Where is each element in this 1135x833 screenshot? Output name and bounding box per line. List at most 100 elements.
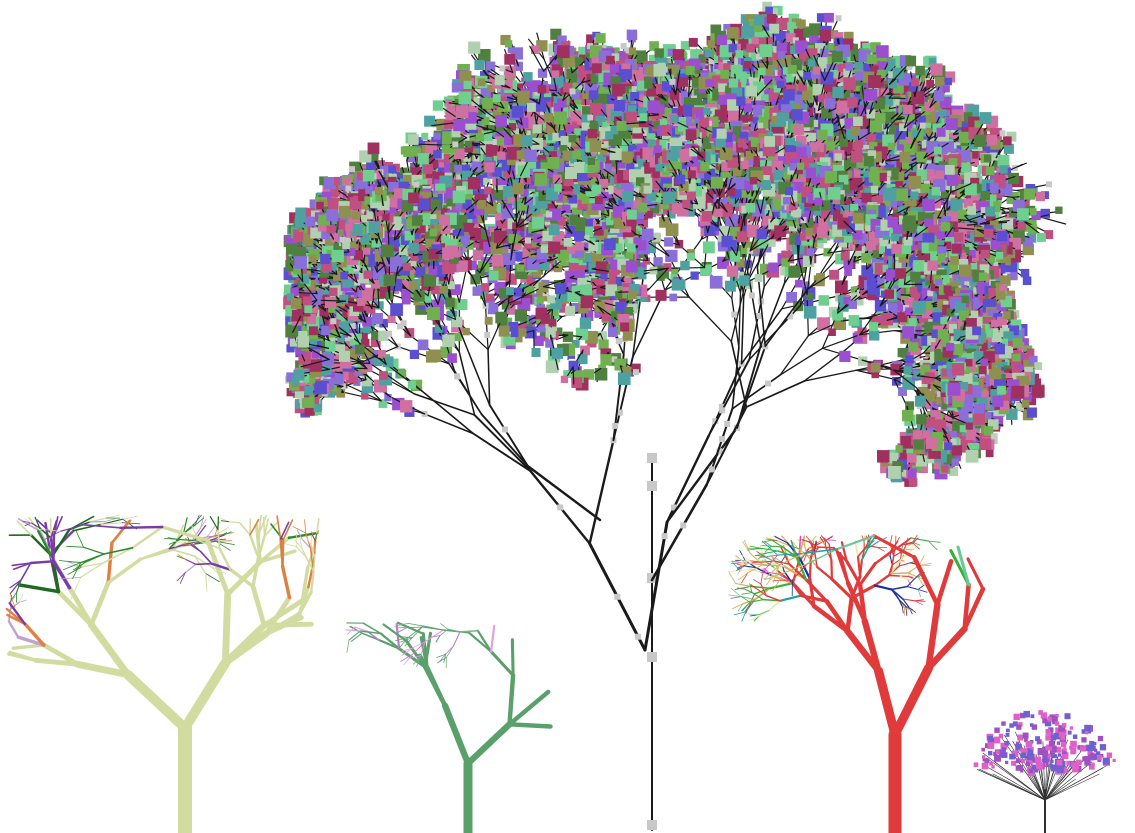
branch bbox=[473, 414, 532, 473]
blossom bbox=[325, 335, 336, 346]
blossom bbox=[330, 351, 341, 362]
blossom bbox=[323, 177, 336, 190]
branch-node bbox=[351, 360, 358, 367]
blossom bbox=[388, 165, 397, 174]
blossom bbox=[578, 46, 591, 59]
blossom bbox=[410, 167, 422, 178]
blossom bbox=[355, 344, 365, 355]
blossom bbox=[295, 399, 305, 409]
blossom bbox=[438, 150, 450, 163]
blossom bbox=[366, 160, 377, 171]
blossom bbox=[303, 385, 314, 396]
branch-node bbox=[635, 633, 642, 640]
blossom bbox=[410, 146, 421, 157]
blossom bbox=[321, 191, 332, 202]
blossom bbox=[321, 206, 329, 214]
blossom bbox=[483, 177, 491, 186]
blossom bbox=[294, 389, 304, 399]
branch-node bbox=[349, 322, 356, 329]
blossom bbox=[301, 380, 312, 391]
blossom bbox=[318, 305, 330, 316]
blossom bbox=[461, 164, 471, 174]
branch-node bbox=[557, 504, 564, 511]
blossom bbox=[286, 243, 297, 255]
stem-node bbox=[647, 453, 657, 463]
blossom bbox=[400, 400, 413, 413]
blossom bbox=[306, 314, 317, 325]
blossom bbox=[680, 41, 691, 51]
blossom bbox=[453, 333, 462, 342]
blossom bbox=[396, 172, 408, 183]
blossom bbox=[361, 360, 373, 373]
branch bbox=[423, 413, 475, 435]
branch bbox=[378, 170, 391, 191]
blossom bbox=[301, 395, 315, 408]
branch bbox=[350, 335, 387, 365]
blossom bbox=[357, 172, 368, 183]
blossom bbox=[366, 357, 374, 365]
blossom bbox=[330, 186, 339, 195]
stem-node bbox=[647, 481, 657, 491]
branch-node bbox=[330, 318, 337, 325]
blossom bbox=[505, 174, 514, 184]
blossom bbox=[403, 146, 415, 158]
blossom bbox=[379, 371, 388, 380]
blossom bbox=[463, 154, 471, 162]
blossom bbox=[688, 37, 698, 47]
branch bbox=[369, 362, 415, 395]
blossom bbox=[286, 344, 295, 353]
blossom bbox=[653, 257, 663, 267]
blossom bbox=[371, 350, 380, 358]
blossom bbox=[322, 316, 333, 327]
blossom bbox=[334, 176, 343, 186]
blossom bbox=[284, 234, 296, 246]
blossom bbox=[450, 284, 461, 296]
blossom bbox=[370, 337, 381, 348]
branch bbox=[588, 439, 615, 545]
blossom bbox=[362, 376, 372, 387]
blossom bbox=[284, 284, 295, 296]
branch-node bbox=[375, 321, 382, 328]
blossom bbox=[407, 380, 417, 389]
blossom bbox=[309, 326, 318, 336]
blossom bbox=[371, 331, 381, 340]
blossom bbox=[304, 405, 315, 416]
blossom bbox=[334, 344, 346, 355]
blossom bbox=[482, 170, 490, 179]
blossom bbox=[291, 376, 300, 385]
blossom bbox=[371, 153, 379, 161]
blossom bbox=[330, 360, 343, 372]
stem-node bbox=[647, 820, 657, 830]
blossom bbox=[286, 372, 296, 382]
blossom bbox=[359, 333, 368, 342]
blossom bbox=[343, 176, 352, 185]
blossom bbox=[379, 318, 389, 328]
central-blossom-tree bbox=[283, 1, 1067, 831]
blossom bbox=[456, 299, 468, 311]
blossom bbox=[444, 162, 456, 174]
branch bbox=[472, 432, 532, 473]
blossom bbox=[289, 212, 301, 224]
blossom bbox=[371, 170, 383, 182]
blossom bbox=[433, 132, 441, 140]
blossom bbox=[384, 393, 392, 402]
blossom bbox=[309, 199, 319, 209]
blossom bbox=[410, 379, 423, 392]
blossom bbox=[314, 381, 327, 395]
blossom bbox=[361, 347, 373, 360]
blossom bbox=[398, 369, 407, 378]
branch bbox=[385, 363, 427, 395]
blossom bbox=[425, 170, 436, 181]
blossom bbox=[333, 387, 342, 396]
branch bbox=[458, 351, 476, 416]
blossom bbox=[367, 142, 380, 155]
blossom bbox=[361, 338, 370, 348]
blossom bbox=[378, 399, 388, 408]
blossom bbox=[392, 163, 400, 172]
blossom bbox=[454, 164, 462, 173]
branch bbox=[413, 393, 476, 416]
blossom bbox=[321, 326, 331, 336]
blossom bbox=[327, 325, 340, 338]
blossom bbox=[361, 381, 374, 394]
